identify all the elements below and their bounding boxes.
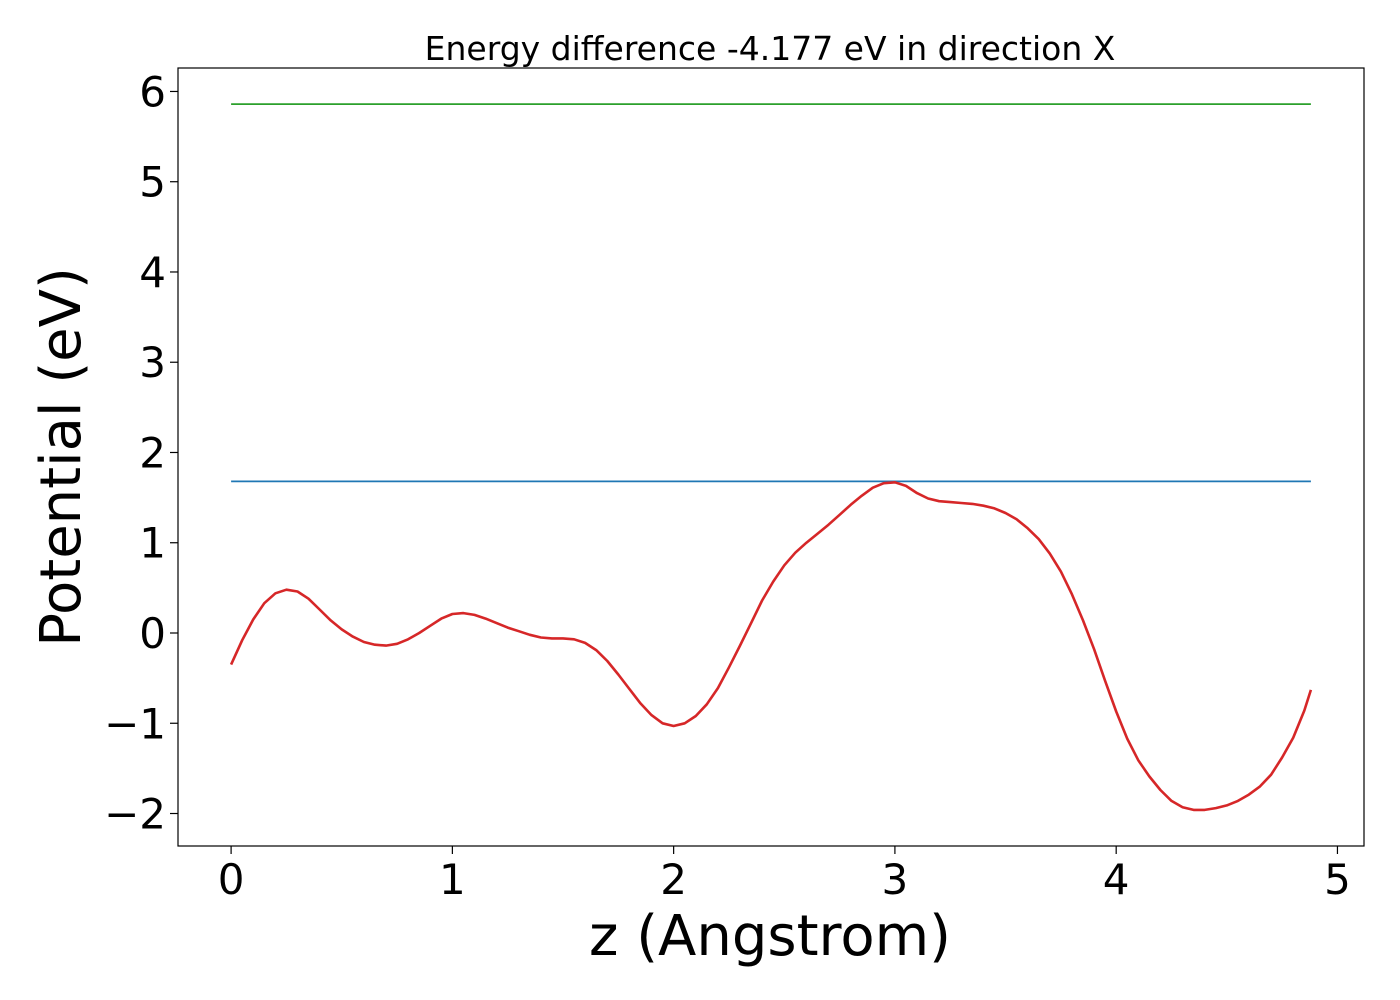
- y-axis-ticks: −2 −1 0 1 2 3 4 5 6: [104, 67, 178, 839]
- series-line-3: [229, 480, 1313, 812]
- y-tick-label: −2: [104, 790, 166, 839]
- y-tick-label: −1: [104, 699, 166, 748]
- chart-title: Energy difference -4.177 eV in direction…: [425, 29, 1116, 68]
- x-tick-label: 0: [218, 855, 245, 904]
- y-axis-label: Potential (eV): [29, 267, 94, 647]
- y-tick-label: 2: [139, 428, 166, 477]
- y-tick-label: 4: [139, 248, 166, 297]
- plot-area: [229, 103, 1313, 812]
- y-tick-label: 3: [139, 338, 166, 387]
- x-tick-label: 4: [1103, 855, 1130, 904]
- plot-frame: [177, 67, 1365, 847]
- x-tick-label: 3: [882, 855, 909, 904]
- x-axis-label: z (Angstrom): [589, 904, 951, 969]
- x-tick-label: 2: [660, 855, 687, 904]
- x-axis-ticks: 0 1 2 3 4 5: [218, 846, 1351, 904]
- y-tick-label: 1: [139, 519, 166, 568]
- y-tick-label: 5: [139, 158, 166, 207]
- y-tick-label: 0: [139, 609, 166, 658]
- x-tick-label: 1: [439, 855, 466, 904]
- x-tick-label: 5: [1324, 855, 1351, 904]
- y-tick-label: 6: [139, 67, 166, 116]
